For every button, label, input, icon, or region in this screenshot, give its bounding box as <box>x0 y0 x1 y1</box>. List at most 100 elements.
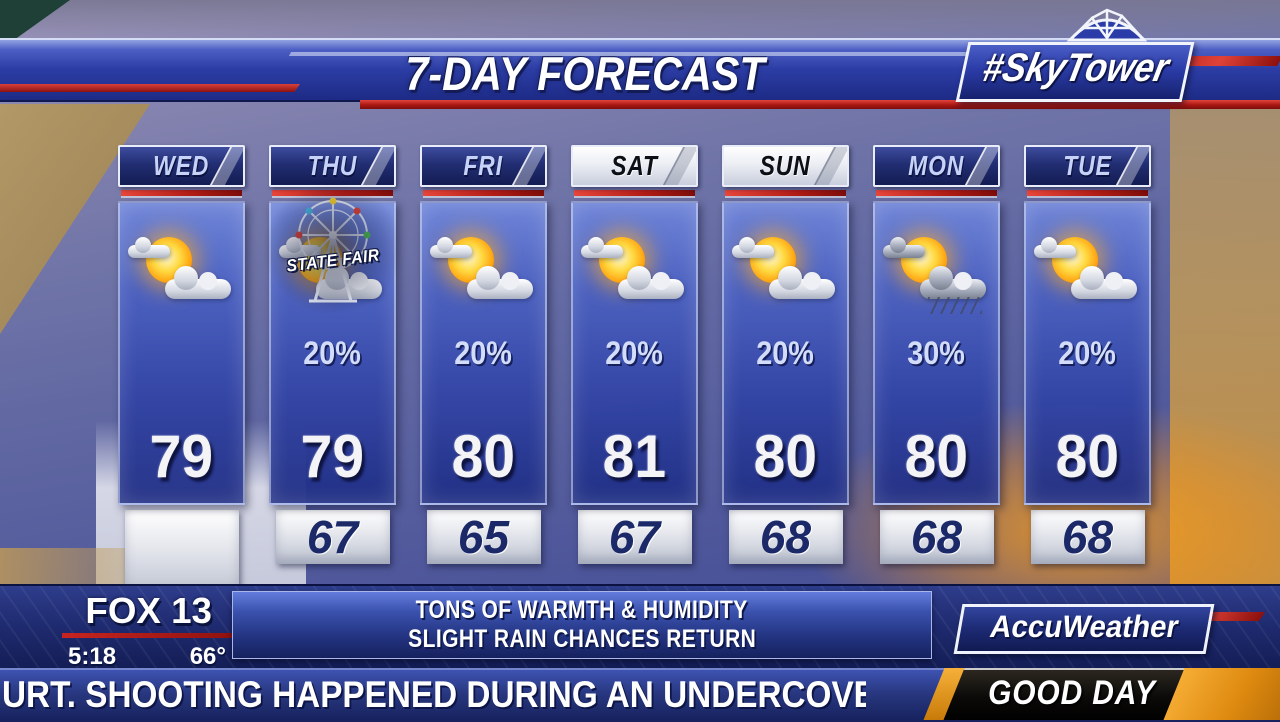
day-header: SUN <box>722 145 849 187</box>
day-label: FRI <box>463 150 504 181</box>
cloud-icon <box>769 266 835 299</box>
day-label: SAT <box>611 150 658 181</box>
accuweather-badge: AccuWeather <box>953 604 1215 654</box>
forecast-day: TUE 20% 80 68 <box>1024 145 1151 596</box>
cloud-icon <box>581 237 623 258</box>
low-temp-box: 68 <box>1030 510 1145 564</box>
day-label: WED <box>153 150 210 181</box>
cloud-icon <box>1034 237 1076 258</box>
precip-chance: 20% <box>605 335 664 371</box>
weather-icon <box>422 235 545 327</box>
low-temp-box <box>124 510 239 596</box>
day-body: 30% 80 <box>873 201 1000 505</box>
forecast-day: THU <box>262 145 403 596</box>
high-temp: 81 <box>602 423 667 490</box>
cloud-icon <box>883 237 925 258</box>
weather-icon <box>120 235 243 327</box>
state-fair-halo <box>262 183 403 315</box>
low-temp: 67 <box>608 511 661 563</box>
day-header: WED <box>118 145 245 187</box>
day-body: 20% 80 <box>420 201 547 505</box>
headline-line-2: SLIGHT RAIN CHANCES RETURN <box>407 625 757 653</box>
fox13-red-line <box>62 633 240 638</box>
fox13-logo: FOX 13 <box>85 590 212 631</box>
day-header-stripe <box>574 190 695 196</box>
day-label: THU <box>307 150 358 181</box>
forecast-day: SUN 20% 80 68 <box>722 145 849 596</box>
low-temp: 67 <box>306 511 359 563</box>
cloud-icon <box>920 266 986 299</box>
day-header-stripe <box>725 190 846 196</box>
skytower-label: #SkyTower <box>978 46 1173 90</box>
cloud-icon <box>128 237 170 258</box>
day-header: TUE <box>1024 145 1151 187</box>
weather-icon <box>573 235 696 327</box>
high-temp: 80 <box>451 423 516 490</box>
forecast-day: SAT 20% 81 67 <box>571 145 698 596</box>
low-temp-box: 68 <box>728 510 843 564</box>
day-body: 20% 81 <box>571 201 698 505</box>
high-temp: 80 <box>904 423 969 490</box>
day-body: STATE FAIR 20% 79 <box>262 183 403 505</box>
precip-chance: 20% <box>303 335 362 371</box>
goodday-badge: GOOD DAY <box>923 668 1280 720</box>
day-header: FRI <box>420 145 547 187</box>
forecast-day: MON 30% 80 68 <box>873 145 1000 596</box>
high-temp: 79 <box>300 423 365 490</box>
day-header-stripe <box>423 190 544 196</box>
station-bug: FOX 13 5:18 66° <box>62 590 240 671</box>
high-temp: 79 <box>149 423 214 490</box>
skytower-highlight-line <box>288 52 972 56</box>
day-header: THU <box>269 145 396 187</box>
low-temp-box: 68 <box>879 510 994 564</box>
forecast-day: WED 79 <box>118 145 245 596</box>
studio-gold-band-right <box>1170 104 1280 584</box>
high-temp: 80 <box>753 423 818 490</box>
low-temp-box: 67 <box>577 510 692 564</box>
rain-icon <box>928 297 982 314</box>
state-fair-badge: STATE FAIR <box>262 183 403 315</box>
day-header: MON <box>873 145 1000 187</box>
cloud-icon <box>430 237 472 258</box>
accuweather-label: AccuWeather <box>987 609 1182 644</box>
skytower-badge: #SkyTower <box>955 42 1195 102</box>
goodday-label: GOOD DAY <box>988 674 1156 712</box>
cloud-icon <box>618 266 684 299</box>
forecast-days: WED 79 THU <box>118 145 1151 596</box>
weather-icon <box>724 235 847 327</box>
low-temp: 65 <box>457 511 510 563</box>
headline-line-1: TONS OF WARMTH & HUMIDITY <box>415 596 749 624</box>
day-header-stripe <box>876 190 997 196</box>
weather-icon <box>875 235 998 327</box>
current-temp: 66° <box>189 643 226 670</box>
day-label: SUN <box>760 150 811 181</box>
clock: 5:18 <box>68 643 117 670</box>
cloud-icon <box>165 266 231 299</box>
low-temp: 68 <box>910 511 963 563</box>
precip-chance: 20% <box>454 335 513 371</box>
high-temp: 80 <box>1055 423 1120 490</box>
forecast-day: FRI 20% 80 65 <box>420 145 547 596</box>
day-body: 79 <box>118 201 245 505</box>
day-header: SAT <box>571 145 698 187</box>
ticker-headline: URT. SHOOTING HAPPENED DURING AN UNDERCO… <box>2 674 866 715</box>
low-temp: 68 <box>759 511 812 563</box>
day-label: MON <box>908 150 965 181</box>
banner-red-stripe <box>360 100 1280 109</box>
day-header-stripe <box>1027 190 1148 196</box>
day-header-stripe <box>121 190 242 196</box>
weather-headline-box: TONS OF WARMTH & HUMIDITY SLIGHT RAIN CH… <box>232 591 932 659</box>
cloud-icon <box>467 266 533 299</box>
day-body: 20% 80 <box>1024 201 1151 505</box>
precip-chance: 30% <box>907 335 966 371</box>
weather-icon <box>1026 235 1149 327</box>
day-label: TUE <box>1063 150 1112 181</box>
radar-dome-icon <box>1066 8 1148 42</box>
goodday-orange-swoosh <box>1163 668 1280 720</box>
banner-red-accent-left <box>0 84 300 92</box>
cloud-icon <box>1071 266 1137 299</box>
low-temp-box: 65 <box>426 510 541 564</box>
cloud-icon <box>732 237 774 258</box>
low-temp-box: 67 <box>275 510 390 564</box>
low-temp: 68 <box>1061 511 1114 563</box>
